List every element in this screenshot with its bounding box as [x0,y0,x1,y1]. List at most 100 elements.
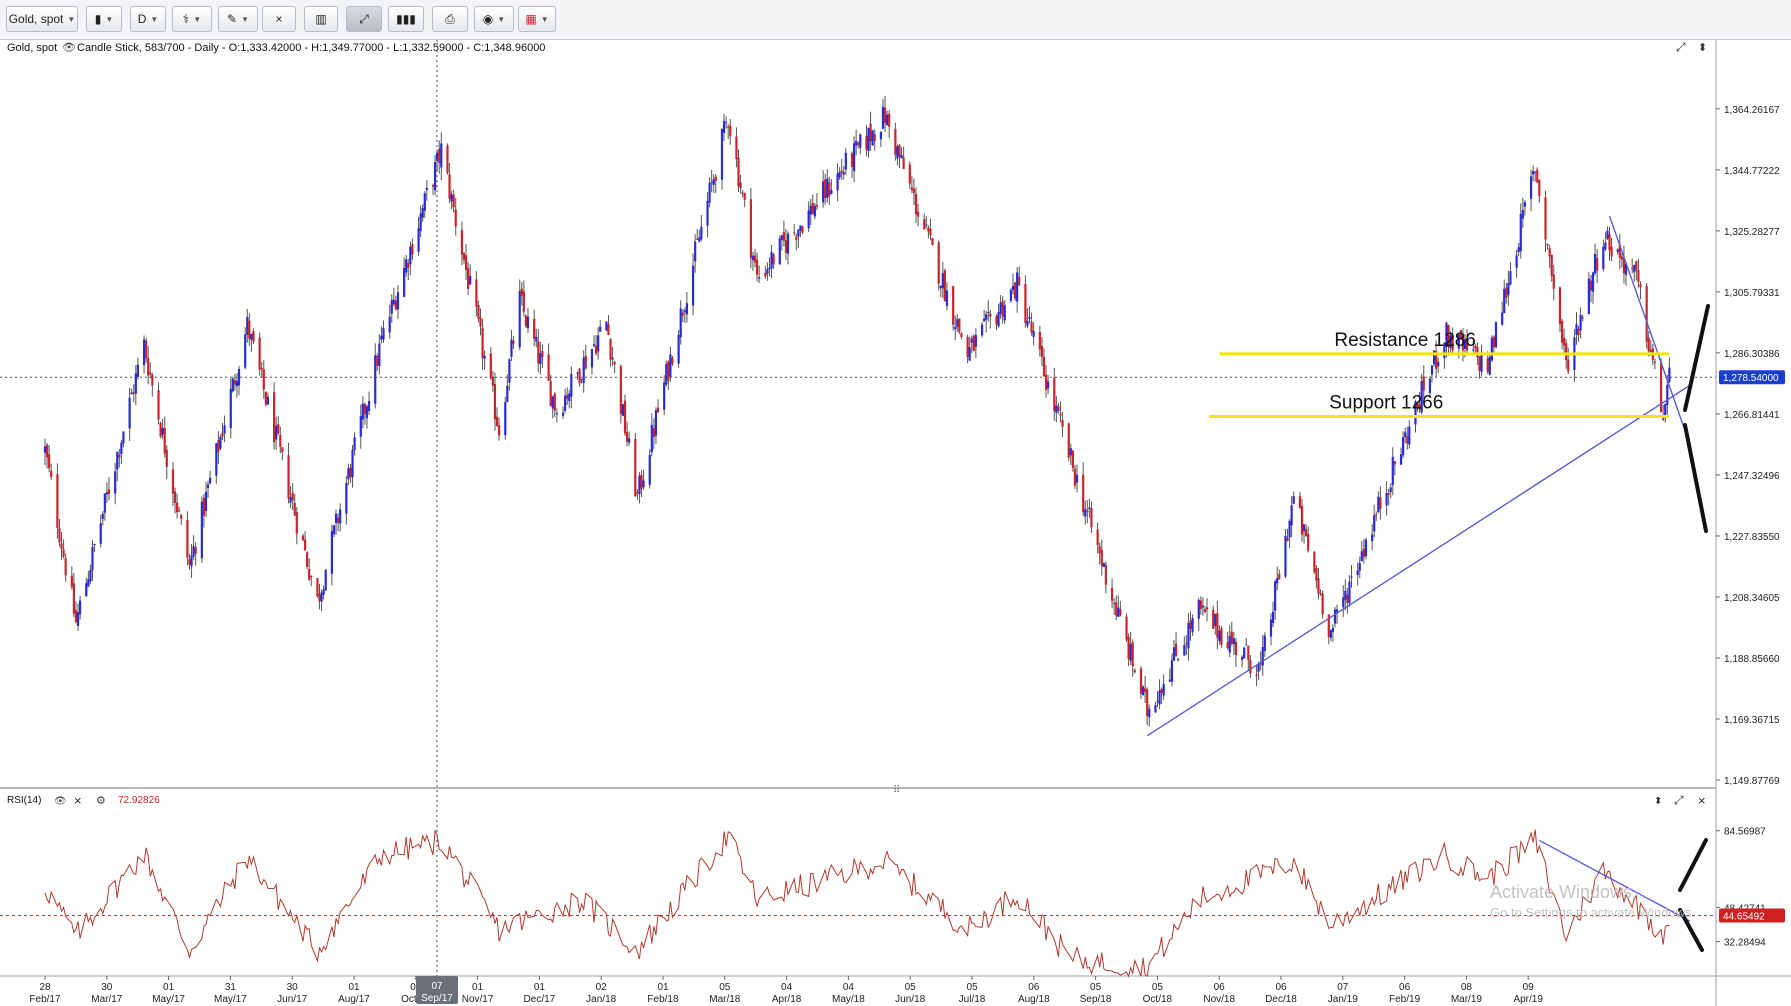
candle[interactable] [1342,585,1345,617]
candle[interactable] [237,365,241,396]
candle[interactable] [382,320,385,343]
candle[interactable] [512,336,515,349]
candle[interactable] [648,449,651,489]
candle[interactable] [1379,486,1382,520]
candle[interactable] [729,119,732,145]
candle[interactable] [1160,687,1163,704]
candle[interactable] [656,399,660,413]
candle[interactable] [275,416,278,450]
candle[interactable] [147,346,150,385]
candle[interactable] [479,308,482,336]
candle[interactable] [1631,258,1634,274]
candle[interactable] [1245,637,1248,646]
candle[interactable] [766,262,769,281]
pin-icon[interactable]: ⬍ [1654,796,1662,807]
candle[interactable] [865,124,868,157]
candle[interactable] [683,307,686,323]
layout-button[interactable]: ▥ [304,6,338,32]
candle[interactable] [652,418,655,449]
candle[interactable] [1300,499,1304,542]
candle[interactable] [1443,341,1446,369]
candle[interactable] [1356,562,1359,586]
candle[interactable] [958,318,961,335]
candle[interactable] [743,192,746,208]
candle[interactable] [925,216,928,229]
candle[interactable] [1243,646,1246,659]
candle[interactable] [1042,348,1046,377]
candle[interactable] [1307,526,1310,553]
candle[interactable] [469,264,472,285]
candle[interactable] [896,144,899,166]
candle[interactable] [72,573,75,618]
candle[interactable] [518,279,521,351]
candle[interactable] [1329,629,1332,642]
candle[interactable] [363,402,367,425]
fullscreen-button[interactable]: ⤢ [346,6,382,32]
candle[interactable] [1055,395,1058,423]
candle[interactable] [351,445,354,488]
candle[interactable] [1119,600,1122,617]
candle[interactable] [246,308,249,343]
candle[interactable] [793,223,796,236]
candle[interactable] [1286,528,1289,542]
candle[interactable] [1664,403,1667,423]
candle[interactable] [244,327,247,370]
candle[interactable] [1416,402,1419,412]
candle[interactable] [481,319,484,370]
candle[interactable] [1263,632,1266,658]
instrument-select[interactable]: Gold, spot ▼ [6,6,78,32]
candle[interactable] [1259,651,1262,671]
candle[interactable] [209,470,212,485]
candle[interactable] [547,343,550,381]
candle[interactable] [417,216,420,256]
drawing-tools-button[interactable]: ✎ ▼ [218,6,258,32]
candle[interactable] [1082,462,1085,517]
candle[interactable] [1505,282,1508,304]
candle[interactable] [1319,589,1322,596]
candle[interactable] [1158,679,1161,710]
candle[interactable] [1362,538,1365,564]
falling-resistance-trendline[interactable] [1608,215,1691,445]
candle[interactable] [1668,357,1671,383]
eye-icon[interactable]: 👁 [54,796,67,807]
candle[interactable] [1420,373,1423,415]
candle[interactable] [223,415,226,443]
candle[interactable] [968,336,971,362]
candle[interactable] [462,252,466,264]
candle[interactable] [320,589,323,612]
candle[interactable] [287,442,290,504]
candle[interactable] [592,335,596,348]
candle[interactable] [250,333,253,353]
candle[interactable] [663,375,666,415]
candle[interactable] [1519,203,1522,259]
candle[interactable] [1618,233,1621,270]
candle[interactable] [1304,524,1308,537]
candle[interactable] [520,281,523,306]
candle[interactable] [900,147,903,159]
candle[interactable] [1546,243,1549,250]
candle[interactable] [1090,501,1093,533]
candle[interactable] [636,489,639,501]
candle[interactable] [43,438,47,466]
candle[interactable] [1185,635,1188,655]
candle[interactable] [916,203,920,226]
candle[interactable] [770,244,773,279]
candle[interactable] [1162,674,1165,700]
candle[interactable] [1350,565,1353,588]
candle[interactable] [367,391,371,415]
candle[interactable] [1199,596,1202,615]
candle[interactable] [128,387,131,441]
candle[interactable] [879,131,883,147]
candle[interactable] [578,367,581,387]
candle[interactable] [145,337,148,363]
candle[interactable] [782,220,786,247]
candle[interactable] [830,178,833,195]
candle[interactable] [1226,631,1229,650]
color-scheme-button[interactable]: ◉ ▼ [474,6,514,32]
candle[interactable] [295,507,298,545]
candle[interactable] [1532,165,1535,182]
candle[interactable] [535,328,538,348]
candle[interactable] [301,533,305,542]
candle[interactable] [1550,254,1553,282]
candle[interactable] [685,291,689,323]
